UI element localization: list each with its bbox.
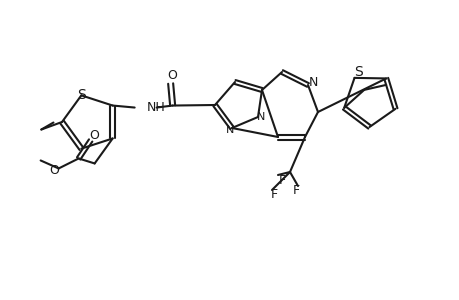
Text: F: F bbox=[270, 188, 277, 200]
Text: N: N bbox=[308, 76, 317, 88]
Text: F: F bbox=[292, 184, 299, 196]
Text: O: O bbox=[50, 164, 60, 177]
Text: S: S bbox=[353, 65, 362, 79]
Text: O: O bbox=[168, 69, 177, 82]
Text: F: F bbox=[278, 173, 285, 187]
Text: NH: NH bbox=[146, 101, 165, 114]
Text: O: O bbox=[90, 129, 99, 142]
Text: N: N bbox=[256, 112, 264, 122]
Text: S: S bbox=[77, 88, 85, 102]
Text: N: N bbox=[225, 125, 234, 135]
